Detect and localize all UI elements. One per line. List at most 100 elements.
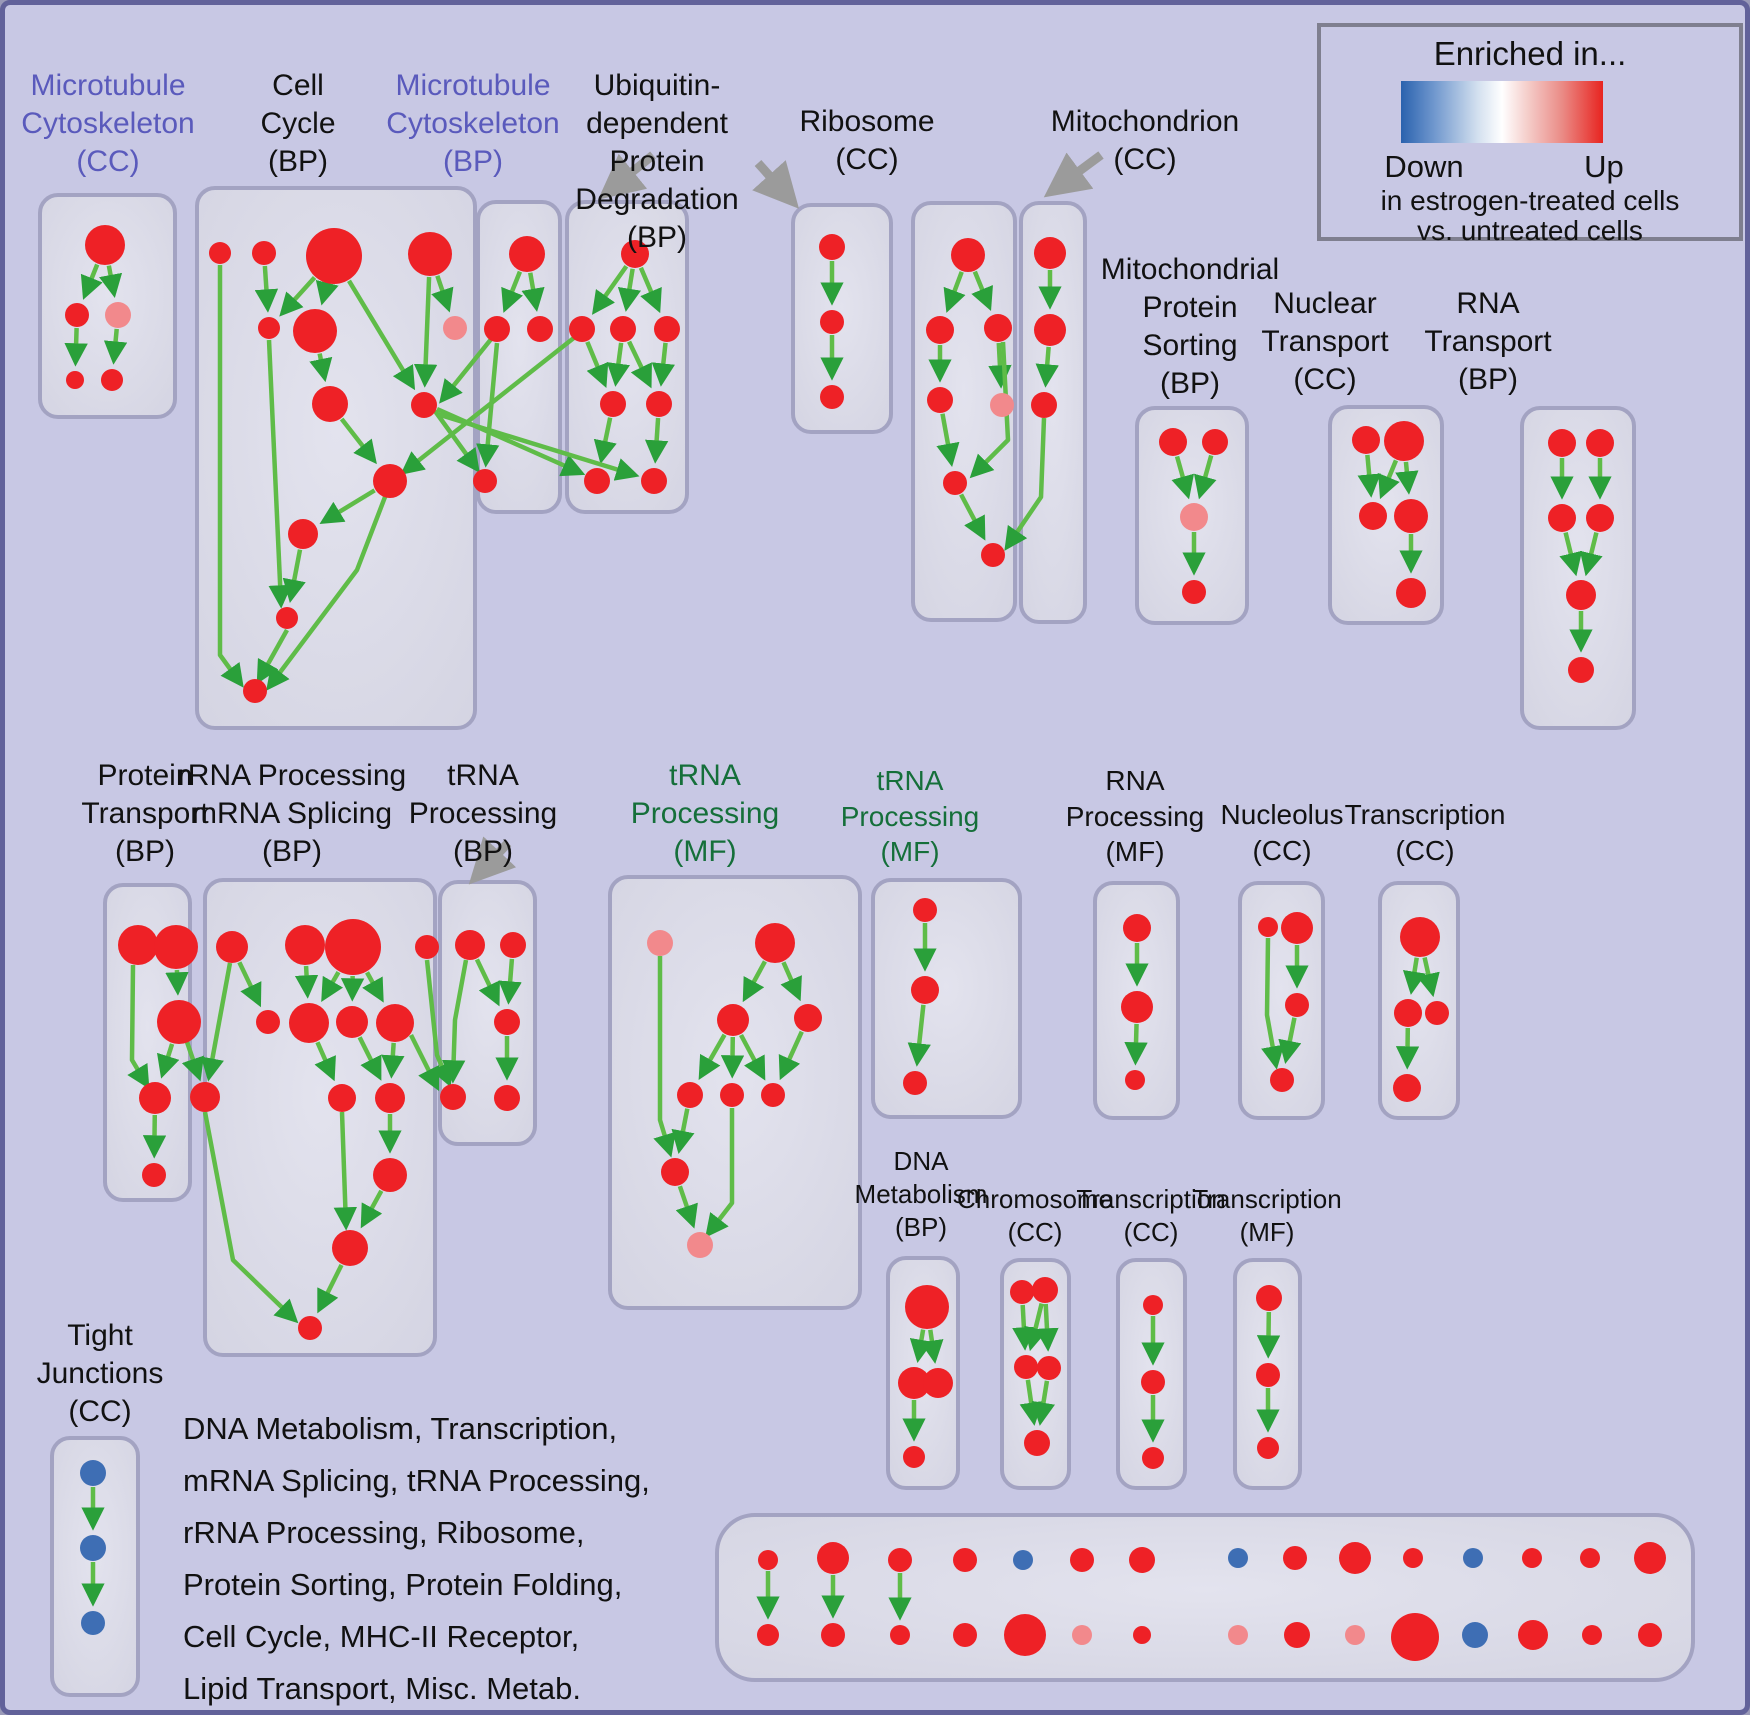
go-term-node bbox=[105, 302, 131, 328]
edge-arrow bbox=[1357, 454, 1381, 498]
go-term-node bbox=[1125, 1070, 1145, 1090]
go-term-node bbox=[1004, 1614, 1046, 1656]
go-term-node bbox=[890, 1625, 910, 1645]
go-term-node bbox=[1548, 504, 1576, 532]
edge-arrow bbox=[254, 265, 279, 313]
go-term-node bbox=[757, 1624, 779, 1646]
cross-edge-arrow bbox=[433, 409, 480, 473]
go-term-node bbox=[500, 932, 526, 958]
edge-arrow bbox=[671, 1108, 695, 1155]
go-term-node bbox=[252, 241, 276, 265]
go-term-node bbox=[1586, 504, 1614, 532]
go-term-node bbox=[1142, 1447, 1164, 1469]
go-term-node bbox=[118, 925, 158, 965]
go-term-node bbox=[661, 1158, 689, 1186]
go-term-node bbox=[953, 1548, 977, 1572]
go-term-node bbox=[139, 1082, 171, 1114]
legend-title: Enriched in... bbox=[1433, 35, 1627, 72]
go-term-node bbox=[1129, 1547, 1155, 1573]
edge-arrow bbox=[638, 266, 662, 314]
edge-arrow bbox=[585, 341, 609, 388]
edge-arrow bbox=[606, 342, 630, 387]
edge-arrow bbox=[294, 965, 319, 999]
go-term-node bbox=[1518, 1620, 1548, 1650]
go-term-node bbox=[1425, 1001, 1449, 1025]
go-term-node bbox=[820, 310, 844, 334]
go-term-node bbox=[1384, 421, 1424, 461]
edge-arrow bbox=[1012, 1304, 1036, 1351]
edge-arrow bbox=[627, 340, 652, 389]
go-term-node bbox=[913, 898, 937, 922]
go-term-node bbox=[1010, 1280, 1034, 1304]
go-term-node bbox=[821, 1623, 845, 1647]
edge-arrow bbox=[333, 1111, 358, 1231]
go-term-node bbox=[375, 1083, 405, 1113]
go-term-node bbox=[411, 392, 437, 418]
label-pointer-arrow bbox=[1043, 151, 1104, 198]
edge-arrow bbox=[501, 270, 523, 313]
go-term-node bbox=[600, 391, 626, 417]
label-pointer-arrow bbox=[752, 159, 800, 209]
edge-arrow bbox=[474, 958, 500, 1007]
edge-arrow bbox=[103, 328, 128, 365]
edge-arrow bbox=[441, 959, 469, 1084]
go-term-node bbox=[85, 225, 125, 265]
go-term-node bbox=[101, 369, 123, 391]
edge-arrow bbox=[959, 493, 986, 541]
legend-context-line2: vs. untreated cells bbox=[1417, 215, 1643, 246]
edge-arrow bbox=[675, 1185, 698, 1229]
edge-arrow bbox=[202, 1111, 299, 1324]
edge-arrow bbox=[237, 961, 262, 1008]
go-term-node bbox=[1566, 580, 1596, 610]
edge-arrow bbox=[317, 1263, 344, 1314]
edge-arrow bbox=[413, 276, 438, 388]
edge-arrow bbox=[1035, 346, 1059, 388]
go-term-node bbox=[898, 1367, 930, 1399]
edge-arrow bbox=[705, 1108, 735, 1238]
edge-arrow bbox=[969, 341, 1011, 479]
go-term-node bbox=[1393, 1074, 1421, 1102]
edge-arrow bbox=[266, 496, 388, 691]
edge-arrow bbox=[742, 960, 767, 1003]
go-term-node bbox=[408, 232, 452, 276]
edge-arrow bbox=[1378, 459, 1400, 500]
edge-arrow bbox=[1171, 455, 1195, 500]
go-term-node bbox=[647, 930, 673, 956]
edge-arrow bbox=[360, 1189, 384, 1229]
cross-edge-arrow bbox=[400, 335, 577, 475]
go-term-node bbox=[1256, 1363, 1280, 1387]
edge-arrow bbox=[988, 342, 1012, 389]
go-term-node bbox=[923, 1368, 953, 1398]
go-term-node bbox=[306, 228, 362, 284]
go-term-node bbox=[293, 309, 337, 353]
go-term-node bbox=[443, 316, 467, 340]
edge-arrow bbox=[943, 271, 966, 313]
go-term-node bbox=[755, 923, 795, 963]
go-term-node bbox=[1258, 917, 1278, 937]
go-term-node bbox=[984, 314, 1012, 342]
edge-arrow bbox=[362, 971, 384, 1003]
go-term-node bbox=[1256, 1285, 1282, 1311]
go-term-node bbox=[1394, 999, 1422, 1027]
edge-arrow bbox=[80, 263, 103, 300]
go-term-node bbox=[1070, 1548, 1094, 1572]
go-term-node bbox=[654, 316, 680, 342]
edge-arrow bbox=[165, 969, 189, 996]
edge-arrow bbox=[1031, 1380, 1055, 1426]
go-term-node bbox=[1586, 429, 1614, 457]
go-term-node bbox=[1034, 314, 1066, 346]
go-term-node bbox=[157, 1000, 201, 1044]
go-term-node bbox=[1283, 1546, 1307, 1570]
go-term-node bbox=[332, 1230, 368, 1266]
go-term-node bbox=[494, 1085, 520, 1111]
go-term-node bbox=[794, 1004, 822, 1032]
go-term-node bbox=[312, 386, 348, 422]
go-term-node bbox=[1143, 1295, 1163, 1315]
go-term-node bbox=[66, 371, 84, 389]
go-term-node bbox=[209, 242, 231, 264]
edge-arrow bbox=[157, 1043, 180, 1079]
go-term-node bbox=[911, 976, 939, 1004]
go-term-node bbox=[440, 1084, 466, 1110]
go-term-node bbox=[819, 234, 845, 260]
edge-arrow bbox=[593, 417, 617, 465]
